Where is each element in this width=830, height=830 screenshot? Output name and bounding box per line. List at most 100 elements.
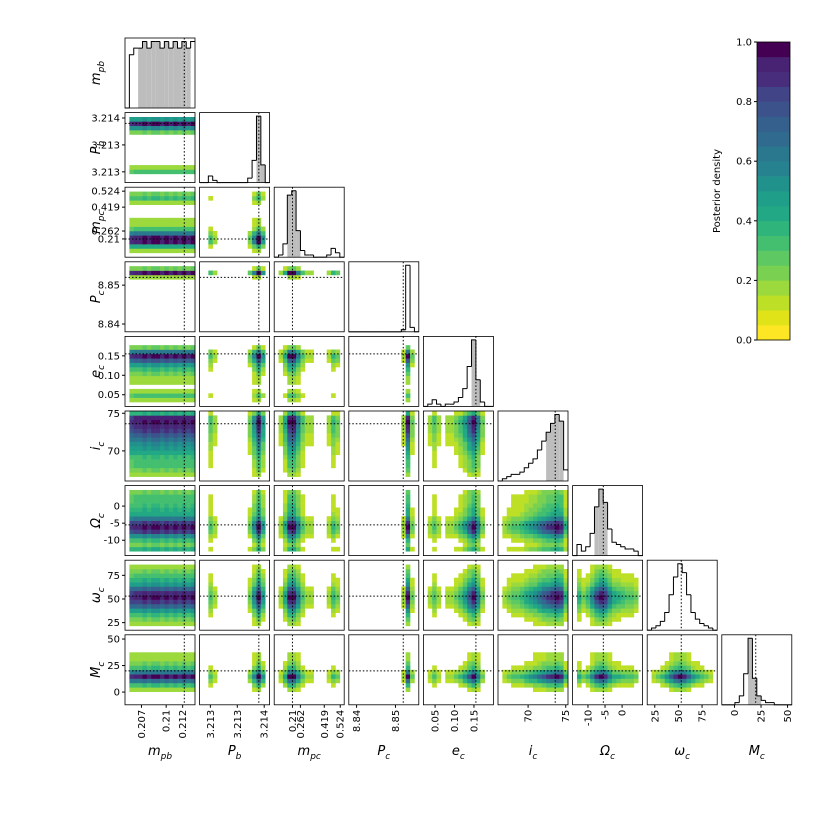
density-cell <box>309 533 314 539</box>
density-cell <box>458 603 464 609</box>
density-cell <box>155 516 161 521</box>
density-cell <box>480 577 485 583</box>
density-cell <box>475 411 481 416</box>
density-cell <box>186 617 191 622</box>
density-cell <box>607 617 613 622</box>
density-cell <box>686 665 692 671</box>
density-cell <box>576 678 582 684</box>
density-cell <box>129 617 135 622</box>
density-cell <box>252 617 257 622</box>
density-cell <box>480 432 485 438</box>
density-cell <box>454 674 459 679</box>
density-cell <box>173 424 178 429</box>
density-cell <box>515 590 521 596</box>
density-cell <box>546 494 551 500</box>
density-cell <box>405 546 411 552</box>
density-cell <box>296 520 301 526</box>
density-cell <box>405 524 411 530</box>
density-cell <box>160 612 165 618</box>
density-cell <box>550 529 556 535</box>
density-cell <box>576 573 582 578</box>
density-cell <box>208 362 214 368</box>
density-cell <box>173 498 178 504</box>
density-cell <box>528 503 534 508</box>
density-cell <box>247 529 253 535</box>
density-cell <box>480 511 485 517</box>
density-cell <box>296 362 301 368</box>
density-cell <box>129 419 135 425</box>
density-cell <box>598 678 604 684</box>
density-cell <box>252 428 257 434</box>
density-cell <box>164 489 170 495</box>
density-cell <box>563 669 569 675</box>
density-cell <box>607 582 613 587</box>
density-cell <box>282 459 288 464</box>
density-cell <box>129 424 135 429</box>
density-cell <box>629 590 635 596</box>
density-cell <box>598 656 604 662</box>
density-cell <box>291 586 297 592</box>
density-cell <box>146 538 152 543</box>
density-cell <box>673 674 679 679</box>
density-cell <box>160 437 165 442</box>
density-cell <box>616 568 622 574</box>
hist-bin <box>457 397 463 402</box>
density-cell <box>524 494 529 500</box>
density-cell <box>546 599 551 605</box>
density-cell <box>335 419 341 425</box>
density-cell <box>537 564 543 570</box>
density-cell <box>611 608 617 613</box>
density-cell <box>151 446 156 451</box>
density-cell <box>331 450 336 456</box>
density-cell <box>133 524 139 530</box>
density-cell <box>326 533 332 539</box>
density-cell <box>405 419 411 425</box>
density-cell <box>427 533 433 539</box>
density-cell <box>633 608 639 613</box>
density-cell <box>151 656 156 662</box>
density-cell <box>546 489 551 495</box>
density-cell <box>585 590 591 596</box>
density-cell <box>208 678 214 684</box>
density-cell <box>603 582 608 587</box>
density-cell <box>173 375 178 381</box>
density-cell <box>146 573 152 578</box>
panel-frame <box>273 335 345 407</box>
density-cell <box>287 467 292 473</box>
density-cell <box>502 516 508 521</box>
density-cell <box>146 524 152 530</box>
density-cell <box>686 674 692 679</box>
hist-bin <box>501 478 507 481</box>
density-cell <box>506 582 512 587</box>
density-cell <box>256 244 262 249</box>
axis-label: Ωc <box>599 744 615 762</box>
density-cell <box>151 380 156 385</box>
density-cell <box>278 529 284 535</box>
density-cell <box>335 599 341 605</box>
density-cell <box>138 498 143 504</box>
hist-bin <box>475 339 481 381</box>
density-cell <box>138 661 143 666</box>
hist-bin <box>471 339 476 367</box>
density-cell <box>151 349 156 355</box>
density-cell <box>537 489 543 495</box>
density-cell <box>164 191 170 197</box>
density-cell <box>541 511 547 517</box>
density-cell <box>537 665 543 671</box>
density-cell <box>475 674 481 679</box>
density-cell <box>282 503 288 508</box>
density-cell <box>625 595 630 600</box>
density-cell <box>282 612 288 618</box>
density-cell <box>138 116 143 122</box>
density-cell <box>133 441 139 447</box>
density-cell <box>138 450 143 456</box>
density-cell <box>563 573 569 578</box>
density-cell <box>462 450 468 456</box>
density-cell <box>291 467 297 473</box>
density-cell <box>331 419 336 425</box>
density-cell <box>576 582 582 587</box>
density-cell <box>252 577 257 583</box>
density-cell <box>335 507 341 513</box>
density-cell <box>554 507 560 513</box>
density-cell <box>519 669 525 675</box>
